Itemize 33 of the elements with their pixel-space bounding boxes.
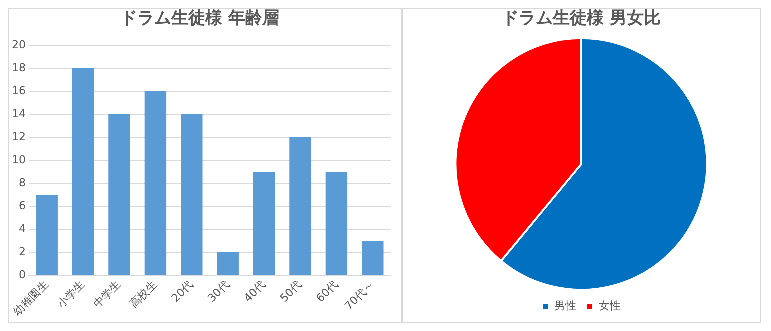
bar <box>217 252 239 276</box>
chart-title: ドラム生徒様 年齢層 <box>120 8 280 29</box>
bar <box>290 137 312 276</box>
chart-title: ドラム生徒様 男女比 <box>502 8 661 29</box>
y-tick-label: 20 <box>12 38 26 52</box>
bar <box>36 195 58 276</box>
bar <box>253 172 276 276</box>
bar <box>362 241 384 276</box>
y-tick-label: 6 <box>18 199 26 212</box>
y-tick-label: 2 <box>18 245 26 258</box>
bar <box>181 114 203 276</box>
y-tick-label: 12 <box>12 130 26 144</box>
x-tick-label: 30代 <box>205 278 232 306</box>
x-tick-label: 60代 <box>314 278 341 306</box>
x-tick-label: 20代 <box>169 278 196 306</box>
legend-label: 男性 <box>554 299 576 312</box>
y-tick-label: 8 <box>18 176 26 190</box>
x-tick-label: 小学生 <box>54 278 88 311</box>
x-tick-label: 50代 <box>278 278 305 306</box>
bar <box>108 114 130 276</box>
y-tick-label: 18 <box>12 61 26 74</box>
legend-label: 女性 <box>599 299 621 312</box>
x-tick-label: 中学生 <box>91 278 124 311</box>
y-tick-label: 14 <box>12 107 26 120</box>
bar <box>326 172 348 276</box>
bar <box>72 68 94 276</box>
x-tick-label: 高校生 <box>127 278 160 311</box>
bar <box>144 91 167 276</box>
y-tick-label: 4 <box>18 222 26 236</box>
y-tick-label: 10 <box>12 153 26 166</box>
y-tick-label: 16 <box>12 84 26 98</box>
x-tick-label: 40代 <box>242 278 268 306</box>
x-tick-label: 70代～ <box>342 278 378 313</box>
